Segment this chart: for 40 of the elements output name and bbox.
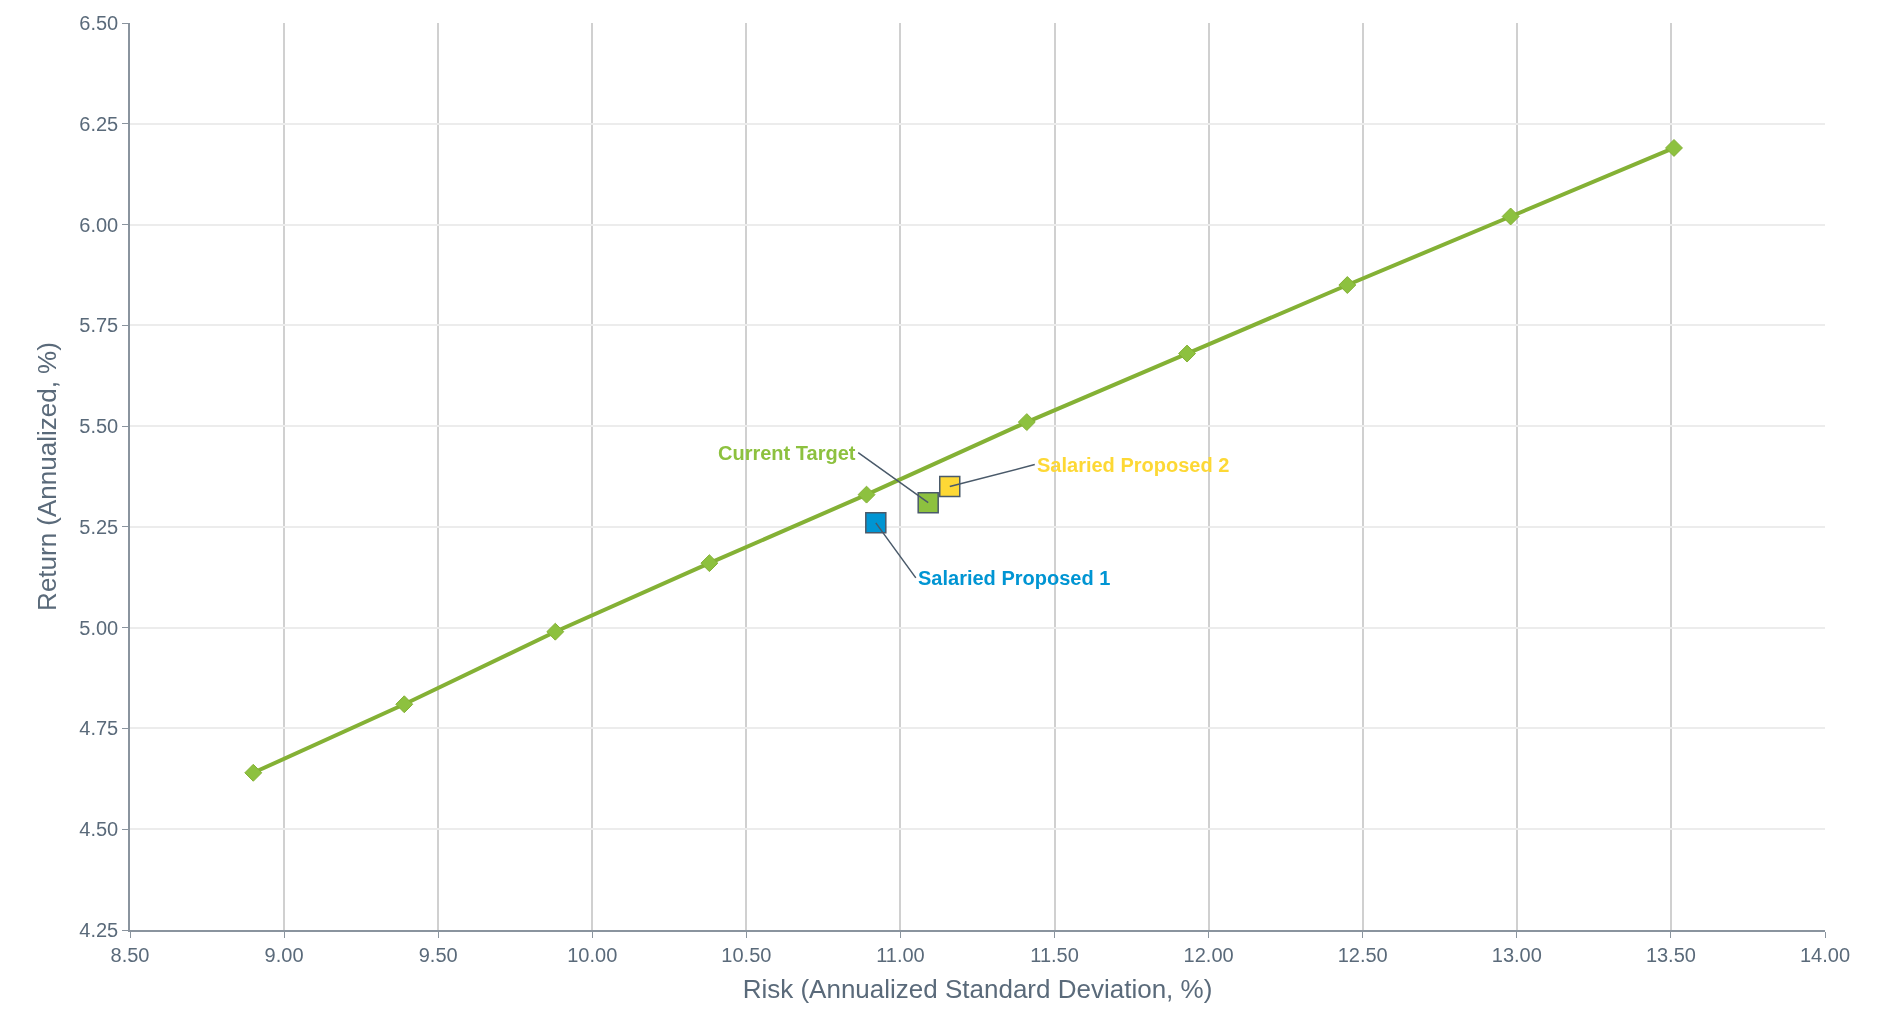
x-tick-label: 14.00: [1799, 943, 1851, 966]
point: [917, 491, 939, 514]
y-axis-title: Return (Annualized, %): [32, 342, 63, 611]
y-tick-label: 5.50: [79, 415, 119, 438]
text: Current Target: [718, 442, 856, 464]
y-tick-label: 4.75: [79, 717, 119, 740]
x-tick-label: 12.00: [1183, 943, 1234, 966]
point: [700, 554, 719, 573]
y-tick-label: 6.50: [79, 12, 119, 34]
y-tick-label: 4.50: [79, 818, 119, 841]
y-tick-label: 6.00: [79, 213, 119, 236]
x-axis-title: Risk (Annualized Standard Deviation, %): [742, 973, 1213, 1004]
y-tick-label: 5.00: [79, 616, 119, 639]
legend-label: Salaried Proposed 2: [1037, 454, 1230, 476]
text: Salaried Proposed 1: [918, 567, 1111, 589]
x-tick-label: 9.50: [418, 943, 458, 966]
y-tick-label: 6.25: [79, 112, 119, 135]
x-tick-label: 11.00: [876, 943, 925, 966]
y-tick-label: 5.25: [79, 515, 119, 538]
x-tick-label: 8.50: [110, 943, 150, 966]
point: [939, 475, 961, 498]
point: [1338, 276, 1357, 294]
point: [546, 622, 565, 641]
y-tick-label: 5.75: [79, 314, 119, 337]
x-tick-label: 10.50: [721, 943, 772, 966]
point: [1501, 207, 1520, 226]
point: [1178, 344, 1197, 363]
y-tick-label: 4.25: [79, 919, 119, 941]
x-tick-label: 12.50: [1337, 943, 1388, 966]
point: [1665, 139, 1683, 157]
x-tick-label: 10.00: [567, 943, 618, 966]
x-tick-label: 13.00: [1491, 943, 1542, 966]
point: [395, 695, 414, 714]
x-tick-label: 11.50: [1030, 943, 1079, 966]
point: [244, 763, 263, 782]
x-tick-label: 9.00: [264, 943, 304, 966]
point: [865, 512, 887, 534]
x-tick-label: 13.50: [1645, 943, 1696, 966]
point: [1017, 413, 1036, 432]
point: [857, 485, 876, 504]
